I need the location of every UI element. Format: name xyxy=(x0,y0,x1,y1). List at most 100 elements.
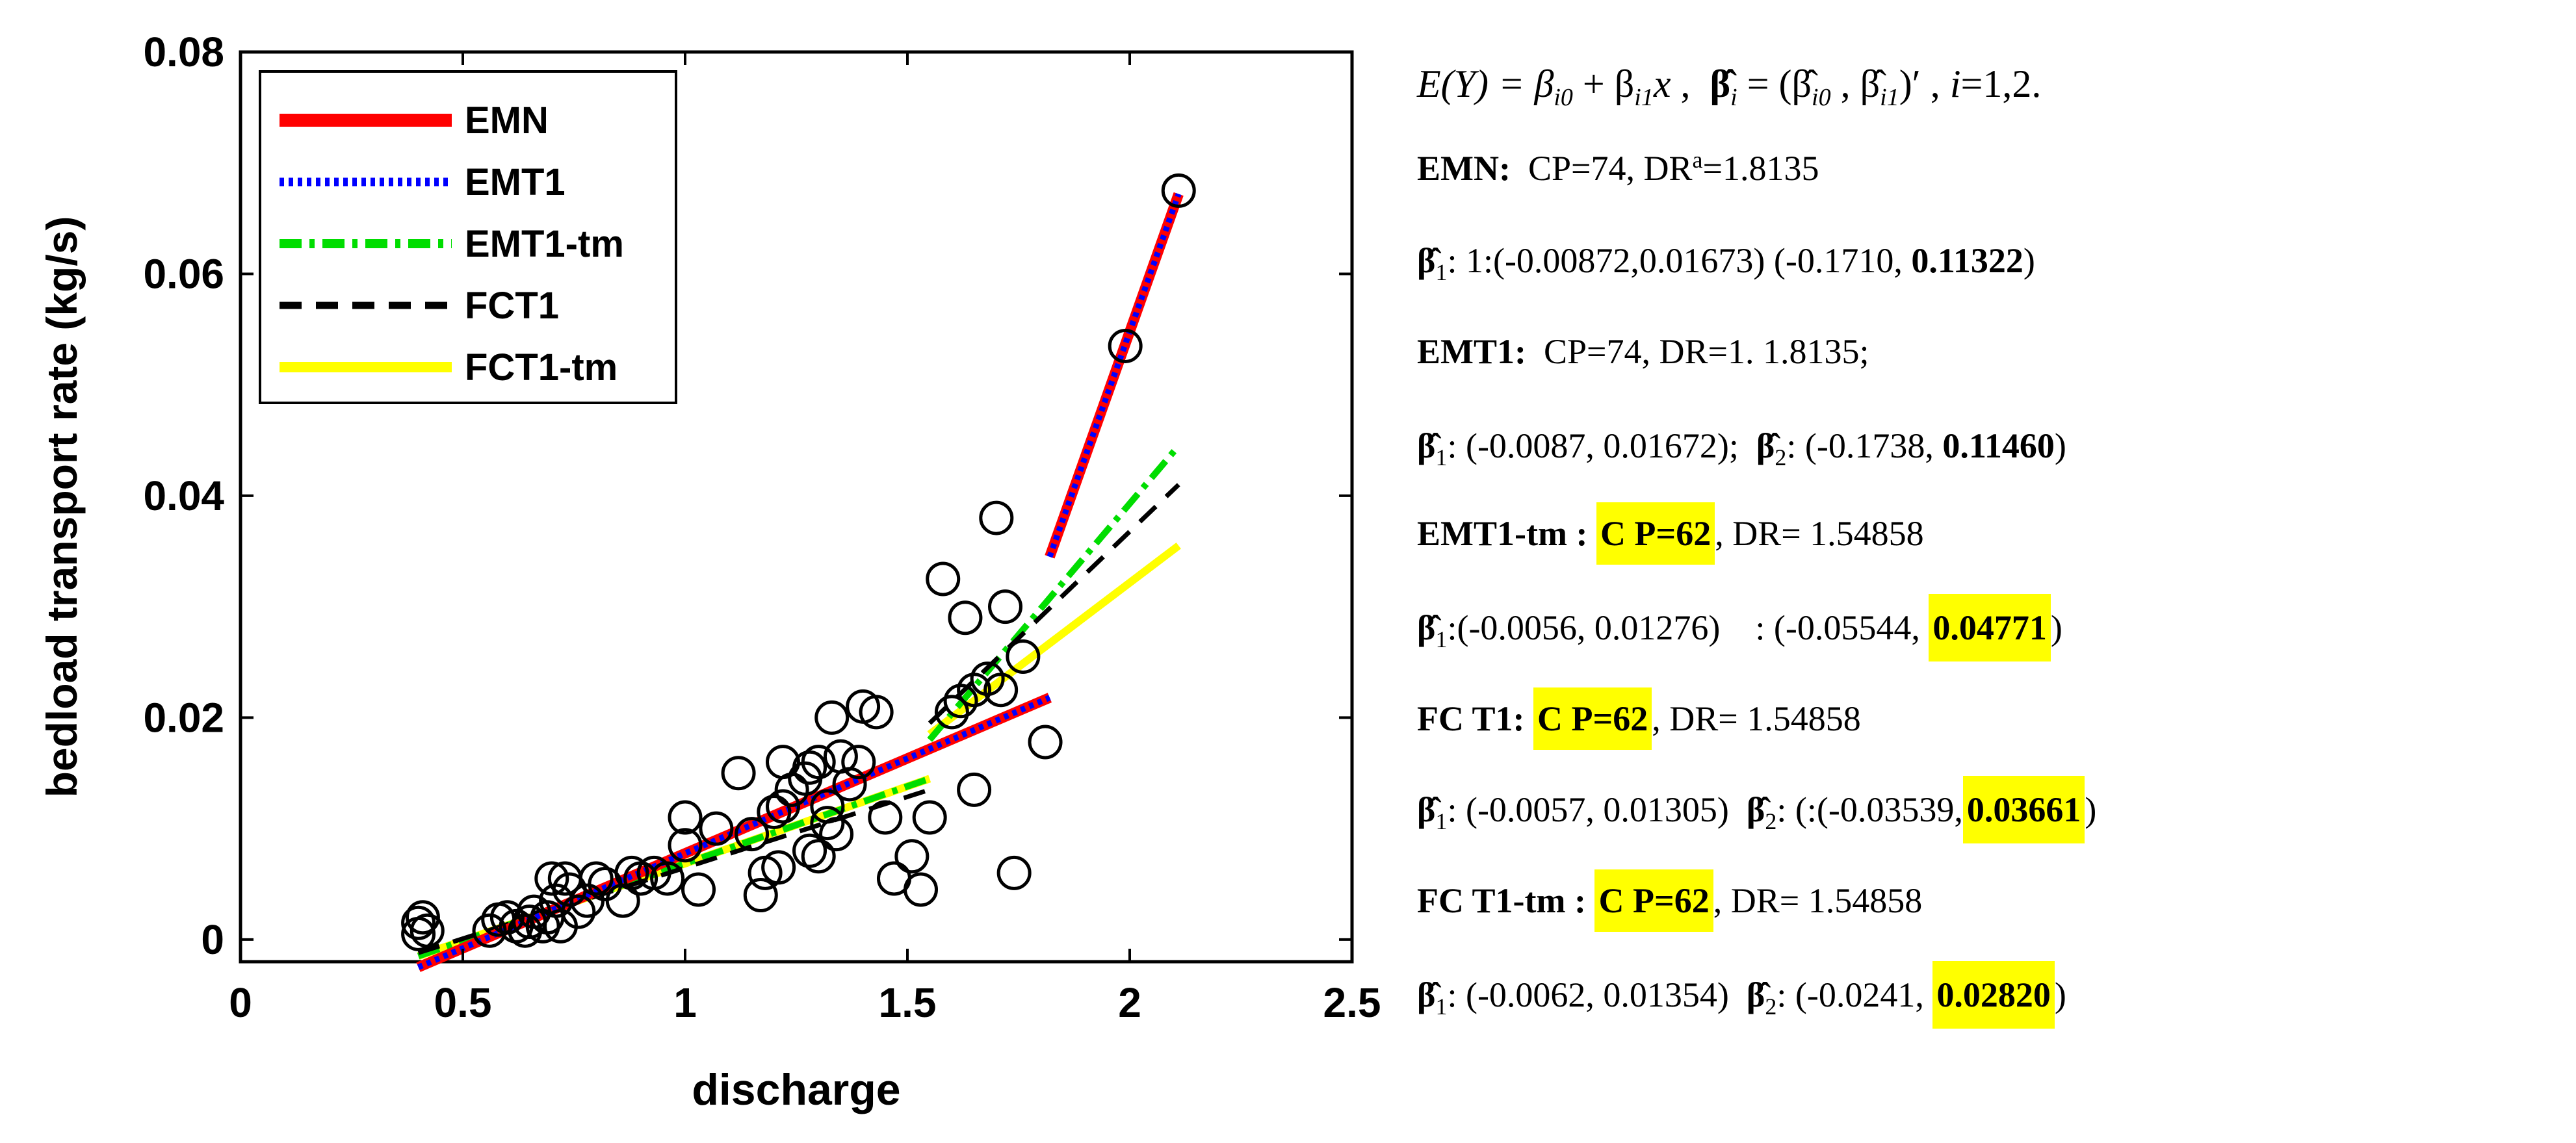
data-point xyxy=(894,839,930,874)
data-point xyxy=(819,817,854,852)
emt1-beta2: : (-0.1738, xyxy=(1786,426,1934,465)
x-axis-label: discharge xyxy=(692,1065,900,1114)
data-point xyxy=(405,900,440,935)
fct1-beta-row: β̂1: (-0.0057, 0.01305) β̂2: (:(-0.03539… xyxy=(1417,776,2561,843)
data-point xyxy=(561,894,596,929)
legend: EMN EMT1 EMT1-tm FCT1 FCT1-tm xyxy=(259,70,677,404)
emn-dr: =1.8135 xyxy=(1702,149,1819,188)
fct1-cp: C P=62 xyxy=(1533,687,1652,750)
y-axis-label: bedload transport rate (kg/s) xyxy=(38,216,86,798)
x-tick-label: 1 xyxy=(673,979,697,1026)
data-point xyxy=(410,913,445,948)
model-equation: E(Y) = βi0 + βi1x , β̂i = (β̂i0 , β̂i1)′… xyxy=(1417,62,2042,111)
data-point xyxy=(650,861,685,896)
data-point xyxy=(1108,328,1143,363)
fct1tm-beta2: : (-0.0241, xyxy=(1776,975,1924,1014)
emn-stats: CP=74, DR xyxy=(1528,149,1693,188)
emt1tm-beta1-bold: 0.04771 xyxy=(1929,594,2051,661)
emt1tm-label: EMT1-tm : xyxy=(1417,514,1588,553)
chart: 0 0.5 1 1.5 2 2.500.020.040.060.08 discharge … xyxy=(38,29,1381,1114)
data-point xyxy=(934,695,969,730)
data-point xyxy=(948,600,983,636)
emt1tm-dr: , DR= 1.54858 xyxy=(1715,514,1924,553)
fct1tm-row: FC T1-tm : C P=62, DR= 1.54858 xyxy=(1417,869,2561,932)
emt1-beta-row: β̂1: (-0.0087, 0.01672); β̂2: (-0.1738, … xyxy=(1417,426,2066,470)
emn-sup: a xyxy=(1692,147,1703,173)
data-point xyxy=(792,750,827,785)
emt1-stats: CP=74, DR=1. 1.8135; xyxy=(1544,332,1869,371)
data-point xyxy=(859,695,894,730)
x-tick-label: 1.5 xyxy=(879,979,937,1026)
series-line-fct1-tm xyxy=(927,542,1181,738)
emn-label: EMN: xyxy=(1417,149,1511,188)
data-point xyxy=(721,756,756,791)
data-point xyxy=(1006,639,1041,674)
emt1-beta1: : (-0.0087, 0.01672); xyxy=(1447,426,1739,465)
data-point xyxy=(868,800,903,835)
data-point xyxy=(801,745,836,780)
data-point xyxy=(1028,725,1063,760)
emt1-row: EMT1: CP=74, DR=1. 1.8135; xyxy=(1417,331,2561,372)
fct1-beta2-bold: 0.03661 xyxy=(1962,776,2085,843)
fct1tm-beta1: : (-0.0062, 0.01354) xyxy=(1447,975,1729,1014)
fct1-dr: , DR= 1.54858 xyxy=(1652,699,1861,738)
fct1tm-beta2-bold: 0.02820 xyxy=(1932,961,2055,1029)
series-line-emt1 xyxy=(1047,193,1182,558)
data-point xyxy=(792,833,827,868)
data-point xyxy=(904,872,939,907)
y-tick-label: 0.08 xyxy=(143,29,224,75)
fct1tm-label: FC T1-tm : xyxy=(1417,881,1586,920)
y-tick-label: 0.02 xyxy=(143,694,224,741)
data-point xyxy=(814,700,850,735)
y-tick-label: 0.06 xyxy=(143,250,224,297)
data-point xyxy=(579,861,614,896)
emn-beta-row: β̂1: 1:(-0.00872,0.01673) (-0.1710, 0.11… xyxy=(1417,241,2035,285)
data-point xyxy=(957,772,992,807)
data-point xyxy=(987,589,1022,624)
data-point xyxy=(472,913,507,948)
fct1-beta1: : (-0.0057, 0.01305) xyxy=(1447,790,1729,829)
emn-beta1-bold: 0.11322 xyxy=(1911,241,2023,280)
data-point xyxy=(534,861,569,896)
data-point xyxy=(614,855,649,890)
data-point xyxy=(983,673,1019,708)
data-point xyxy=(996,855,1032,890)
x-tick-label: 2 xyxy=(1118,979,1141,1026)
ticks-layer: 0 0.5 1 1.5 2 2.5 0 0.02 0.04 0.06 0.08 xyxy=(143,29,1381,1026)
data-point xyxy=(743,878,778,913)
x-tick-label: 0 xyxy=(229,979,252,1026)
data-point xyxy=(801,839,836,874)
data-point xyxy=(1161,173,1196,208)
emn-row: EMN: CP=74, DRa=1.8135 xyxy=(1417,146,2561,188)
data-point xyxy=(832,767,867,802)
emt1-label: EMT1: xyxy=(1417,332,1526,371)
model-lhs: E(Y) = β xyxy=(1417,62,1554,105)
data-point xyxy=(757,795,792,830)
data-point xyxy=(489,900,525,935)
fct1-beta2: : (:(-0.03539, xyxy=(1776,790,1963,829)
fct1-row: FC T1: C P=62, DR= 1.54858 xyxy=(1417,687,2561,750)
data-point xyxy=(735,817,770,852)
data-point xyxy=(668,800,703,835)
points-layer xyxy=(401,173,1196,951)
data-point xyxy=(979,500,1014,535)
x-tick-label: 0.5 xyxy=(434,979,492,1026)
legend-label: FCT1-tm xyxy=(465,346,618,389)
data-point xyxy=(401,905,436,940)
emt1tm-row: EMT1-tm : C P=62, DR= 1.54858 xyxy=(1417,502,2561,565)
emn-beta1: : 1:(-0.00872,0.01673) (-0.1710, xyxy=(1447,241,1903,280)
x-tick-label: 2.5 xyxy=(1323,979,1381,1026)
emt1tm-beta-row: β̂1:(-0.0056, 0.01276) : (-0.05544, 0.04… xyxy=(1417,594,2561,661)
data-point xyxy=(841,745,876,780)
fct1tm-dr: , DR= 1.54858 xyxy=(1713,881,1923,920)
y-tick-label: 0 xyxy=(201,916,224,963)
data-point xyxy=(926,561,961,597)
emt1-beta2-bold: 0.11460 xyxy=(1942,426,2055,465)
legend-label: EMT1-tm xyxy=(465,223,624,265)
data-point xyxy=(681,872,716,907)
legend-label: EMN xyxy=(465,99,549,142)
data-point xyxy=(810,806,845,841)
data-point xyxy=(668,828,703,863)
data-point xyxy=(765,789,800,824)
fct1tm-beta-row: β̂1: (-0.0062, 0.01354) β̂2: (-0.0241, 0… xyxy=(1417,961,2561,1029)
